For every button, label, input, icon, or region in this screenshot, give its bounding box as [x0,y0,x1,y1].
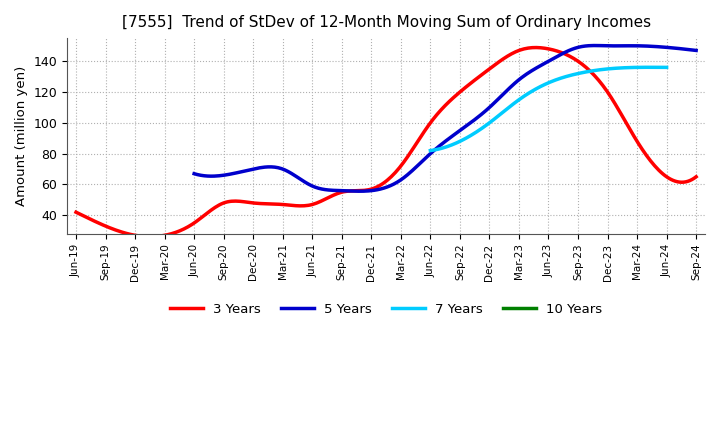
7 Years [426,148,435,153]
3 Years [73,211,82,216]
5 Years [190,171,199,176]
5 Years [616,43,625,48]
5 Years [499,92,508,97]
3 Years [638,147,647,152]
7 Years [567,73,575,78]
5 Years [356,189,364,194]
3 Years [532,45,541,50]
5 Years [692,48,701,53]
5 Years [490,100,499,105]
3 Years [454,92,462,97]
3 Years [146,234,155,239]
5 Years [489,102,498,107]
3 Years [443,101,451,106]
Y-axis label: Amount (million yen): Amount (million yen) [15,66,28,206]
7 Years [662,65,671,70]
3 Years [598,83,607,88]
Legend: 3 Years, 5 Years, 7 Years, 10 Years: 3 Years, 5 Years, 7 Years, 10 Years [164,297,608,321]
3 Years [692,174,701,180]
Line: 3 Years: 3 Years [76,48,696,237]
Line: 7 Years: 7 Years [431,67,667,150]
3 Years [72,209,81,215]
7 Years [427,148,436,153]
5 Years [192,172,200,177]
7 Years [640,65,649,70]
7 Years [625,65,634,70]
7 Years [571,72,580,77]
Line: 5 Years: 5 Years [194,45,696,191]
7 Years [645,65,654,70]
3 Years [441,103,449,108]
5 Years [591,43,600,48]
Title: [7555]  Trend of StDev of 12-Month Moving Sum of Ordinary Incomes: [7555] Trend of StDev of 12-Month Moving… [122,15,651,30]
5 Years [648,44,657,49]
7 Years [566,73,575,78]
